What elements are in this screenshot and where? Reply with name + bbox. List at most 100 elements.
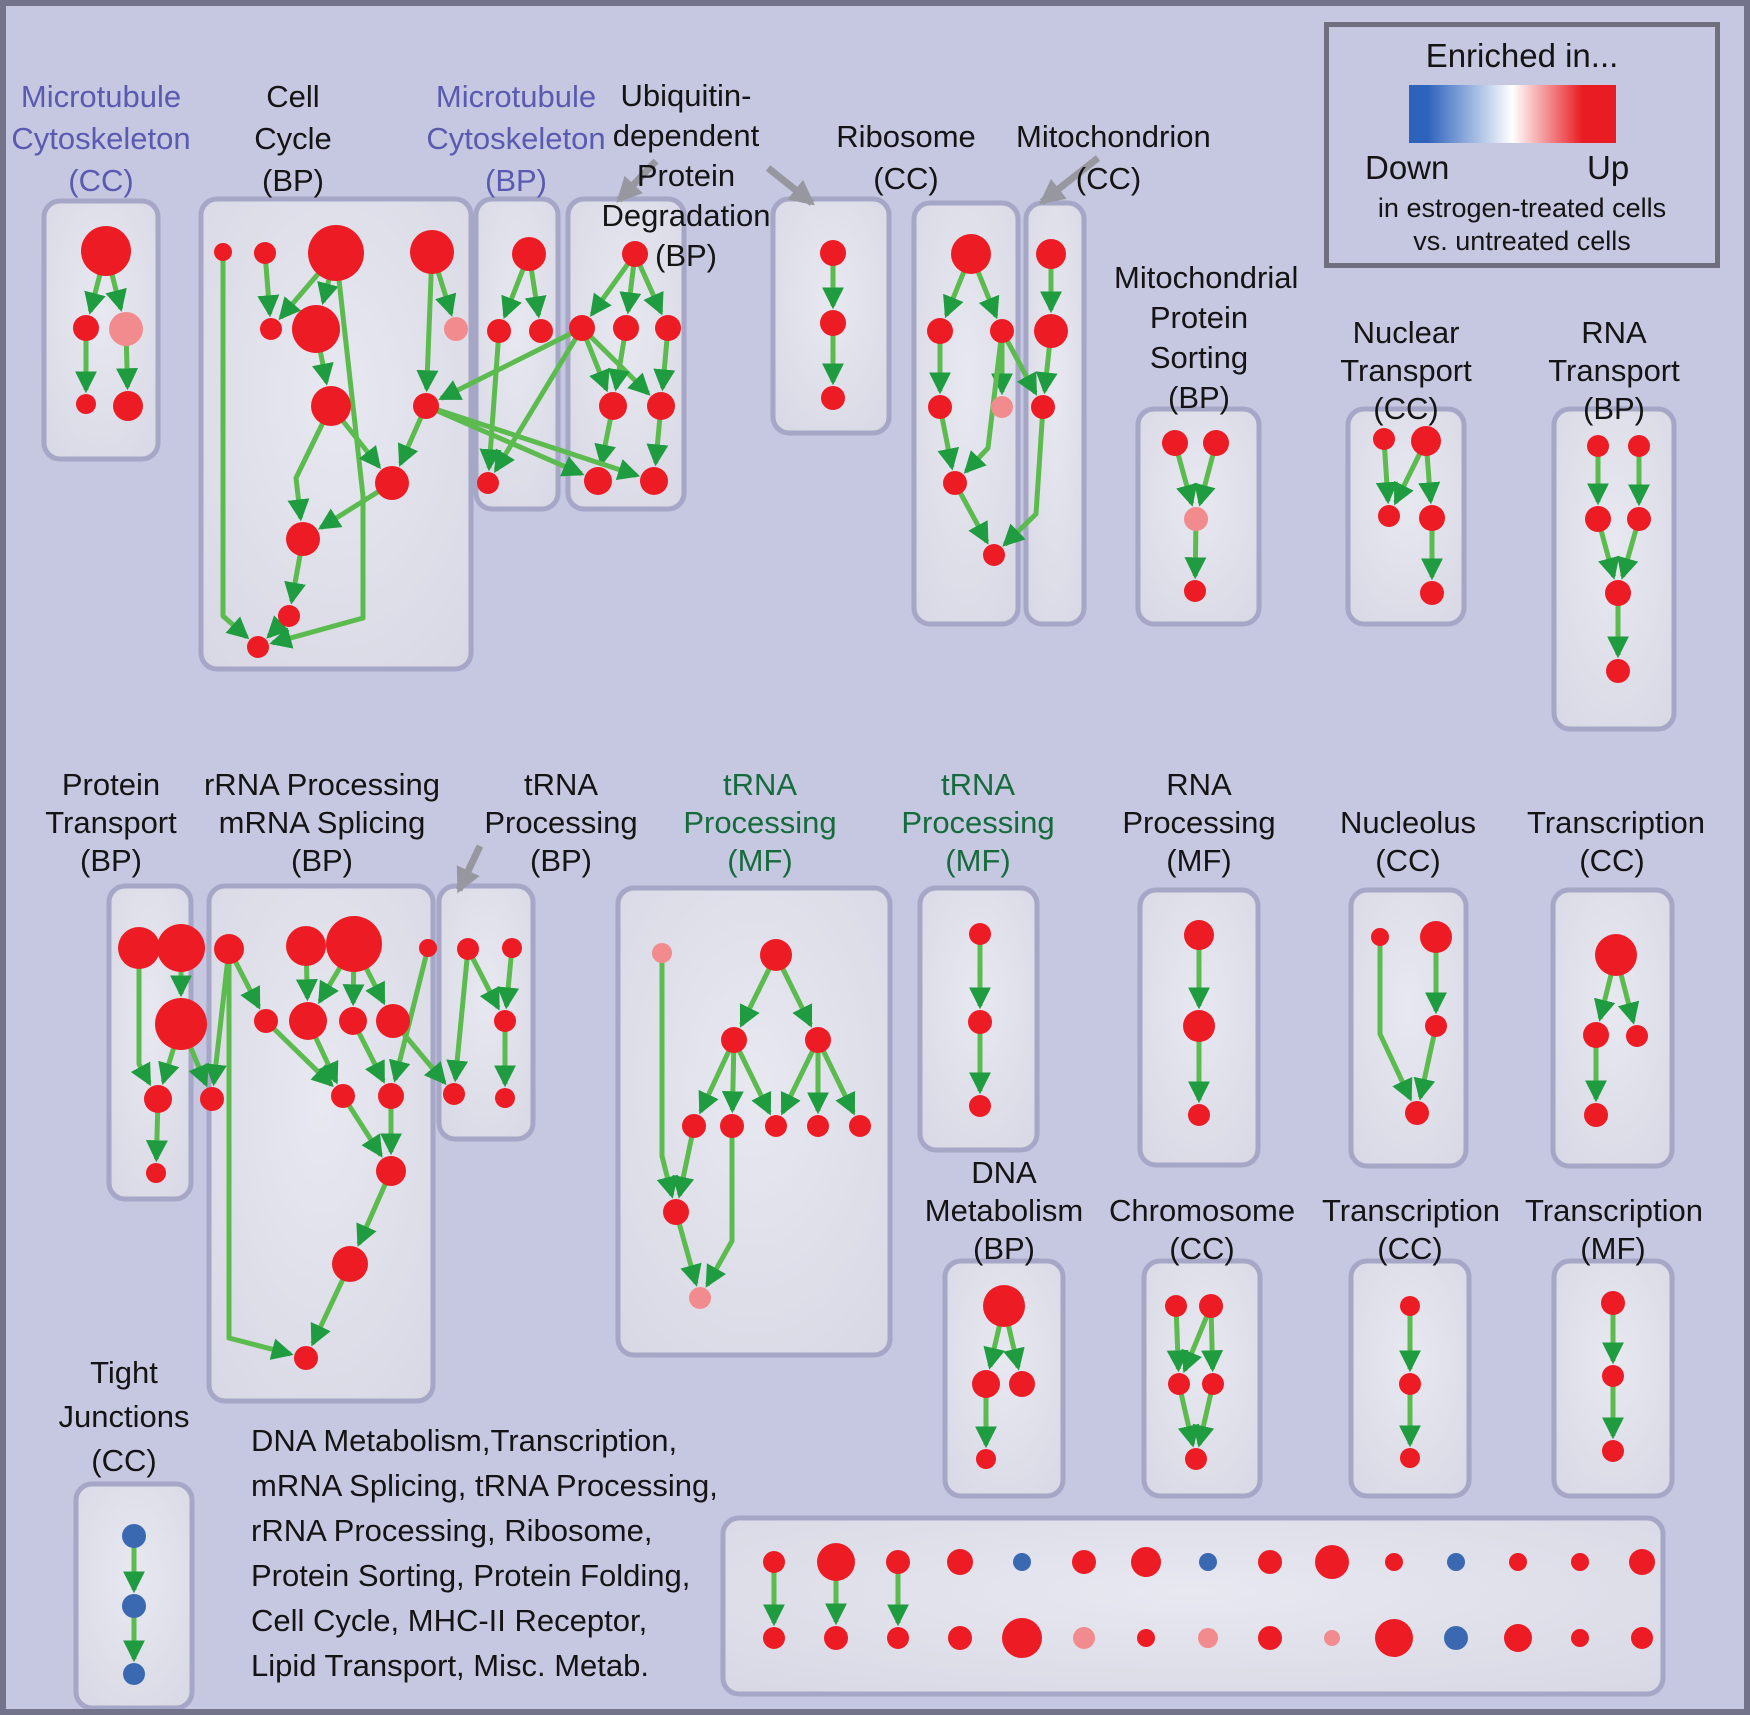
notes-line: mRNA Splicing, tRNA Processing,	[251, 1468, 718, 1503]
group-box-misc	[720, 1515, 1666, 1697]
node-rj	[376, 1156, 406, 1186]
node-tra	[457, 938, 479, 960]
label-line: Protein	[1149, 300, 1249, 335]
label-line: tRNA	[940, 767, 1016, 802]
label-line: Protein	[636, 158, 736, 193]
node-rt3	[1585, 506, 1611, 532]
node-ra	[214, 934, 244, 964]
edge-cc4-cc9	[416, 251, 439, 393]
node-dm1	[983, 1285, 1025, 1327]
label-pointer-arrow-3	[1039, 155, 1101, 205]
label-line: (BP)	[973, 1231, 1035, 1266]
node-cc2	[254, 242, 276, 264]
notes-line: Lipid Transport, Misc. Metab.	[251, 1648, 649, 1683]
node-pt3	[155, 998, 207, 1050]
legend: Enriched in... Down Up in estrogen-treat…	[1324, 22, 1720, 268]
node-ch4	[1202, 1373, 1224, 1395]
node-m2t	[817, 1543, 855, 1581]
node-ubi6	[647, 392, 675, 420]
notes-line: Cell Cycle, MHC-II Receptor,	[251, 1603, 648, 1638]
label-line: rRNA Processing	[203, 767, 441, 802]
node-nt2	[1411, 426, 1441, 456]
label-mtbp: Microtubule Cytoskeleton (BP)	[426, 76, 606, 202]
node-pt1	[118, 927, 160, 969]
label-line: RNA	[1166, 767, 1232, 802]
node-u2c	[821, 386, 845, 410]
group-box-dnam	[942, 1258, 1066, 1499]
node-mps1	[1162, 430, 1188, 456]
label-line: mRNA Splicing	[218, 805, 426, 840]
group-box-trsc	[1550, 887, 1675, 1169]
label-line: Transcription	[1525, 1193, 1704, 1228]
node-nc1	[1371, 928, 1389, 946]
node-trd	[495, 1088, 515, 1108]
node-mito2	[1034, 314, 1068, 348]
label-pointer-arrow-2	[765, 165, 815, 206]
label-line: (BP)	[655, 238, 717, 273]
node-ubi7	[584, 467, 612, 495]
label-line: Transport	[1340, 353, 1472, 388]
node-tmb1	[682, 1114, 706, 1138]
node-dm2	[972, 1370, 1000, 1398]
label-line: Processing	[1122, 805, 1276, 840]
node-mtbp2	[487, 319, 511, 343]
node-rh	[331, 1084, 355, 1108]
label-line: Cycle	[254, 121, 332, 156]
label-line: Processing	[901, 805, 1055, 840]
node-nt5	[1420, 581, 1444, 605]
label-line: Cytoskeleton	[11, 121, 191, 156]
legend-down-label: Down	[1365, 149, 1450, 186]
node-ubi4	[655, 315, 681, 341]
node-rib5	[991, 396, 1013, 418]
edge-tm1-tmb1	[698, 1038, 737, 1115]
node-m3t	[886, 1550, 910, 1574]
edge-mito3-rib7	[1002, 406, 1046, 547]
label-line: Metabolism	[924, 1193, 1084, 1228]
node-tmb2	[720, 1114, 744, 1138]
node-cc6	[292, 305, 340, 353]
node-m8b	[1198, 1628, 1218, 1648]
node-rd	[254, 1009, 278, 1033]
edge-cc1-cc13	[220, 252, 250, 640]
node-ch5	[1185, 1448, 1207, 1470]
node-rib3	[990, 319, 1014, 343]
node-nt1	[1373, 428, 1395, 450]
label-line: Degradation	[601, 198, 771, 233]
label-line: (BP)	[291, 843, 353, 878]
node-cc5	[260, 318, 282, 340]
node-m6b	[1073, 1627, 1095, 1649]
label-line: (BP)	[1583, 391, 1645, 426]
label-line: (CC)	[1169, 1231, 1235, 1266]
node-m15b	[1631, 1627, 1653, 1649]
label-line: (BP)	[530, 843, 592, 878]
node-m1t	[763, 1551, 785, 1573]
label-line: Cytoskeleton	[426, 121, 606, 156]
label-line: Cell	[266, 79, 320, 114]
label-line: (CC)	[1375, 843, 1441, 878]
node-tmb3	[765, 1115, 787, 1137]
node-tm1	[721, 1027, 747, 1053]
edge-ubi2-cc9	[438, 325, 584, 401]
node-m6t	[1072, 1550, 1096, 1574]
node-rk	[332, 1246, 368, 1282]
node-cc7	[444, 317, 468, 341]
node-m12t	[1447, 1553, 1465, 1571]
node-nt4	[1419, 505, 1445, 531]
node-tc3	[1400, 1448, 1420, 1468]
node-rt6	[1606, 659, 1630, 683]
node-trm	[494, 1010, 516, 1032]
edge-ubi2-mtbp4	[493, 326, 585, 474]
node-mtcc3	[109, 312, 143, 346]
label-mps: Mitochondrial Protein Sorting (BP)	[1114, 258, 1298, 418]
label-line: (BP)	[1168, 380, 1230, 415]
label-trbp: tRNA Processing (BP)	[471, 766, 651, 880]
label-trsc: Transcription (CC)	[1527, 804, 1705, 880]
node-pt5	[146, 1163, 166, 1183]
node-rc	[326, 916, 382, 972]
node-m13t	[1509, 1553, 1527, 1571]
node-ubi8	[640, 467, 668, 495]
node-m11t	[1385, 1553, 1403, 1571]
label-trsc2: Transcription (CC)	[1322, 1192, 1500, 1268]
node-ts2	[1583, 1022, 1609, 1048]
